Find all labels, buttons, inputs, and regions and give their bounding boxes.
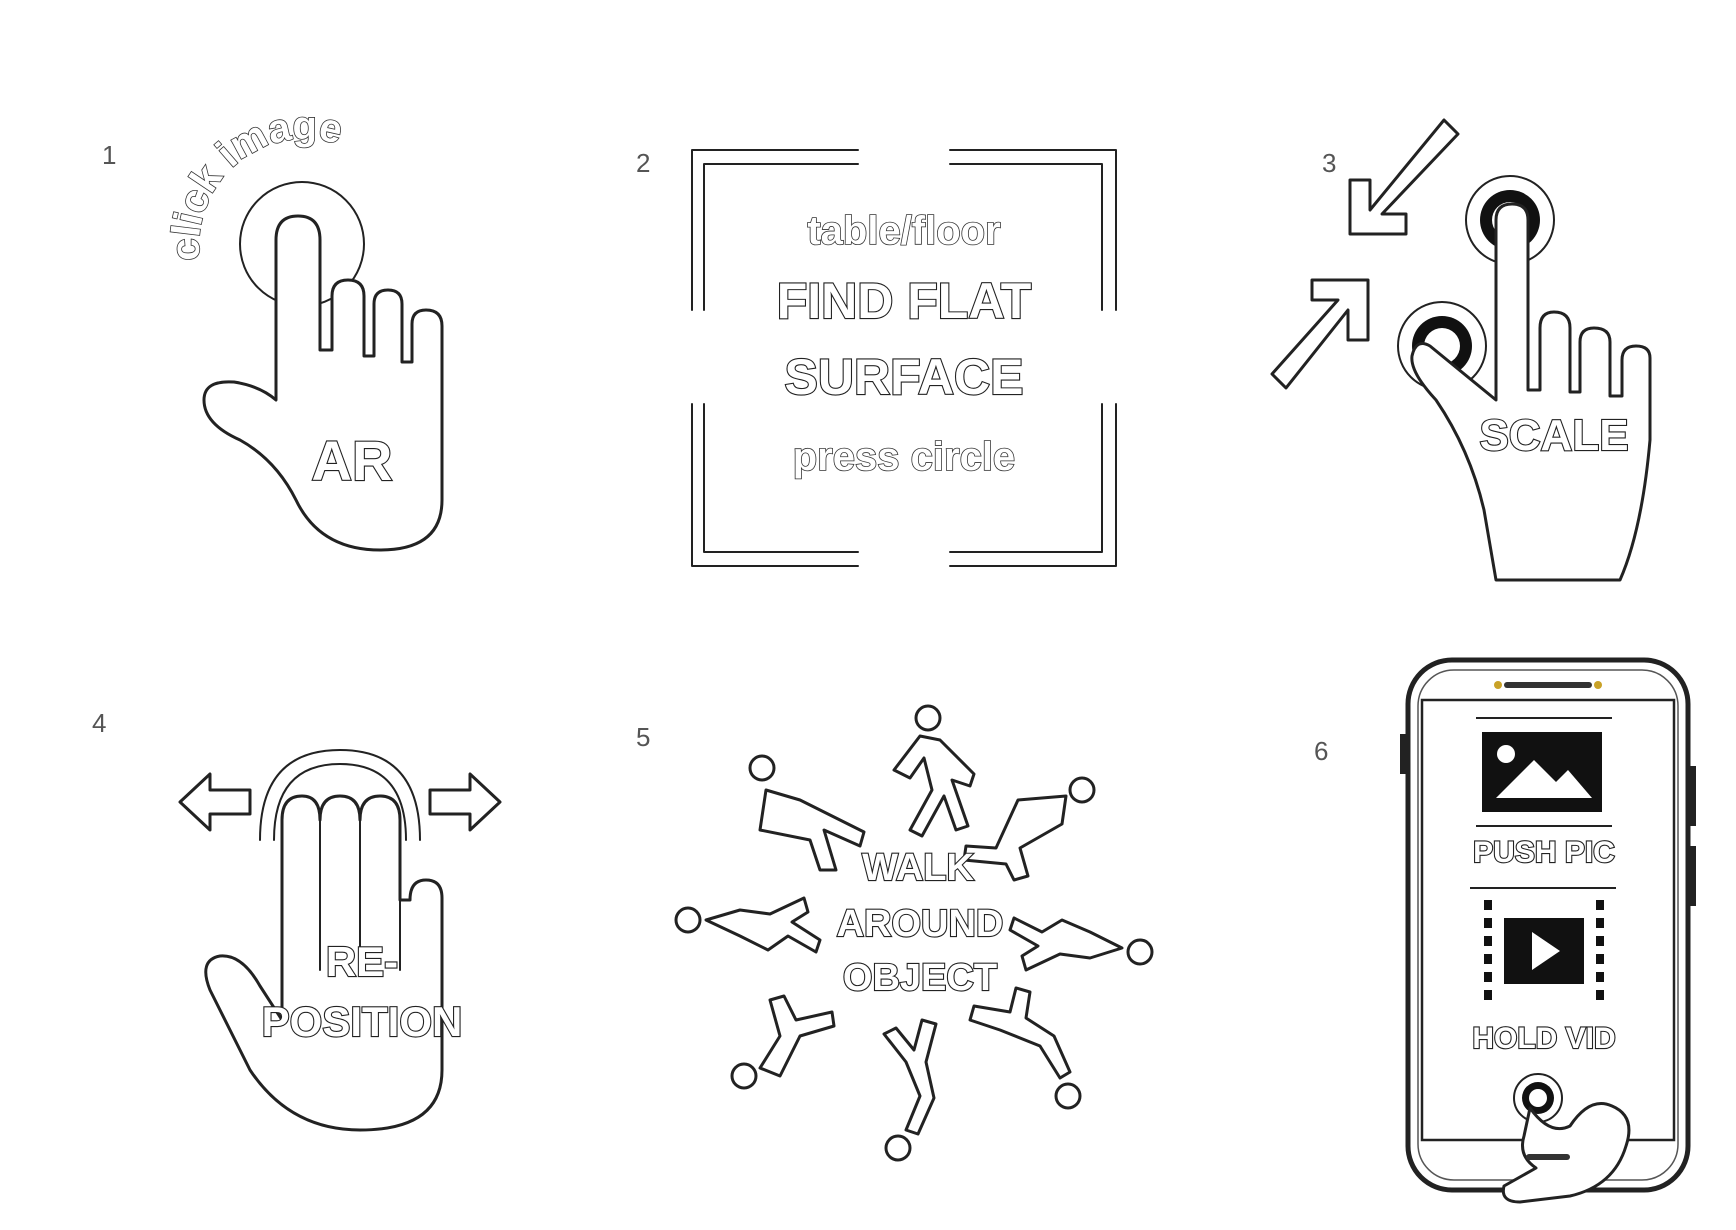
step-2-panel: table/floor FIND FLAT SURFACE press circ… — [680, 140, 1130, 570]
walker-top — [892, 704, 976, 838]
walker-upper-right — [962, 776, 1096, 882]
step-number-6: 6 — [1314, 736, 1329, 766]
push-pic-label: PUSH PIC — [1473, 836, 1615, 869]
walk-label: WALK — [862, 847, 974, 889]
step-1-panel: click image AR — [163, 100, 500, 560]
scan-frame-icon: table/floor FIND FLAT SURFACE press circ… — [691, 149, 1117, 567]
walker-upper-left — [748, 754, 866, 872]
table-floor-label: table/floor — [807, 209, 1000, 253]
hold-vid-label: HOLD VID — [1472, 1022, 1615, 1055]
step-5-panel: WALK AROUND OBJECT — [670, 700, 1170, 1180]
step-6-panel: PUSH PIC HOLD VID — [1400, 656, 1700, 1216]
walker-left — [674, 896, 822, 954]
ar-label: AR — [312, 429, 393, 492]
step-4-panel: RE- POSITION — [170, 730, 530, 1150]
pinch-scale-icon: SCALE — [1270, 118, 1652, 582]
video-icon — [1484, 900, 1604, 1000]
walker-bottom — [882, 1018, 938, 1162]
step-number-5: 5 — [636, 722, 651, 752]
walker-lower-left — [730, 994, 836, 1090]
around-label: AROUND — [837, 903, 1004, 945]
tap-hand-icon: click image AR — [163, 103, 444, 552]
step-3-panel: SCALE — [1270, 110, 1670, 590]
scale-label: SCALE — [1479, 411, 1628, 460]
step-number-2: 2 — [636, 148, 651, 178]
surface-label: SURFACE — [785, 349, 1024, 405]
walking-people-icon: WALK AROUND OBJECT — [674, 704, 1154, 1162]
phone-icon: PUSH PIC HOLD VID — [1400, 657, 1696, 1204]
walker-right — [1008, 916, 1154, 972]
step-number-4: 4 — [92, 708, 107, 738]
press-circle-label: press circle — [793, 435, 1015, 479]
drag-hand-icon: RE- POSITION — [178, 749, 502, 1132]
object-label: OBJECT — [843, 957, 997, 999]
find-flat-label: FIND FLAT — [777, 273, 1032, 329]
position-label: POSITION — [262, 998, 463, 1045]
re-label: RE- — [326, 938, 398, 985]
step-number-3: 3 — [1322, 148, 1337, 178]
walker-lower-right — [968, 986, 1082, 1110]
image-icon — [1482, 732, 1602, 812]
step-number-1: 1 — [102, 140, 117, 170]
